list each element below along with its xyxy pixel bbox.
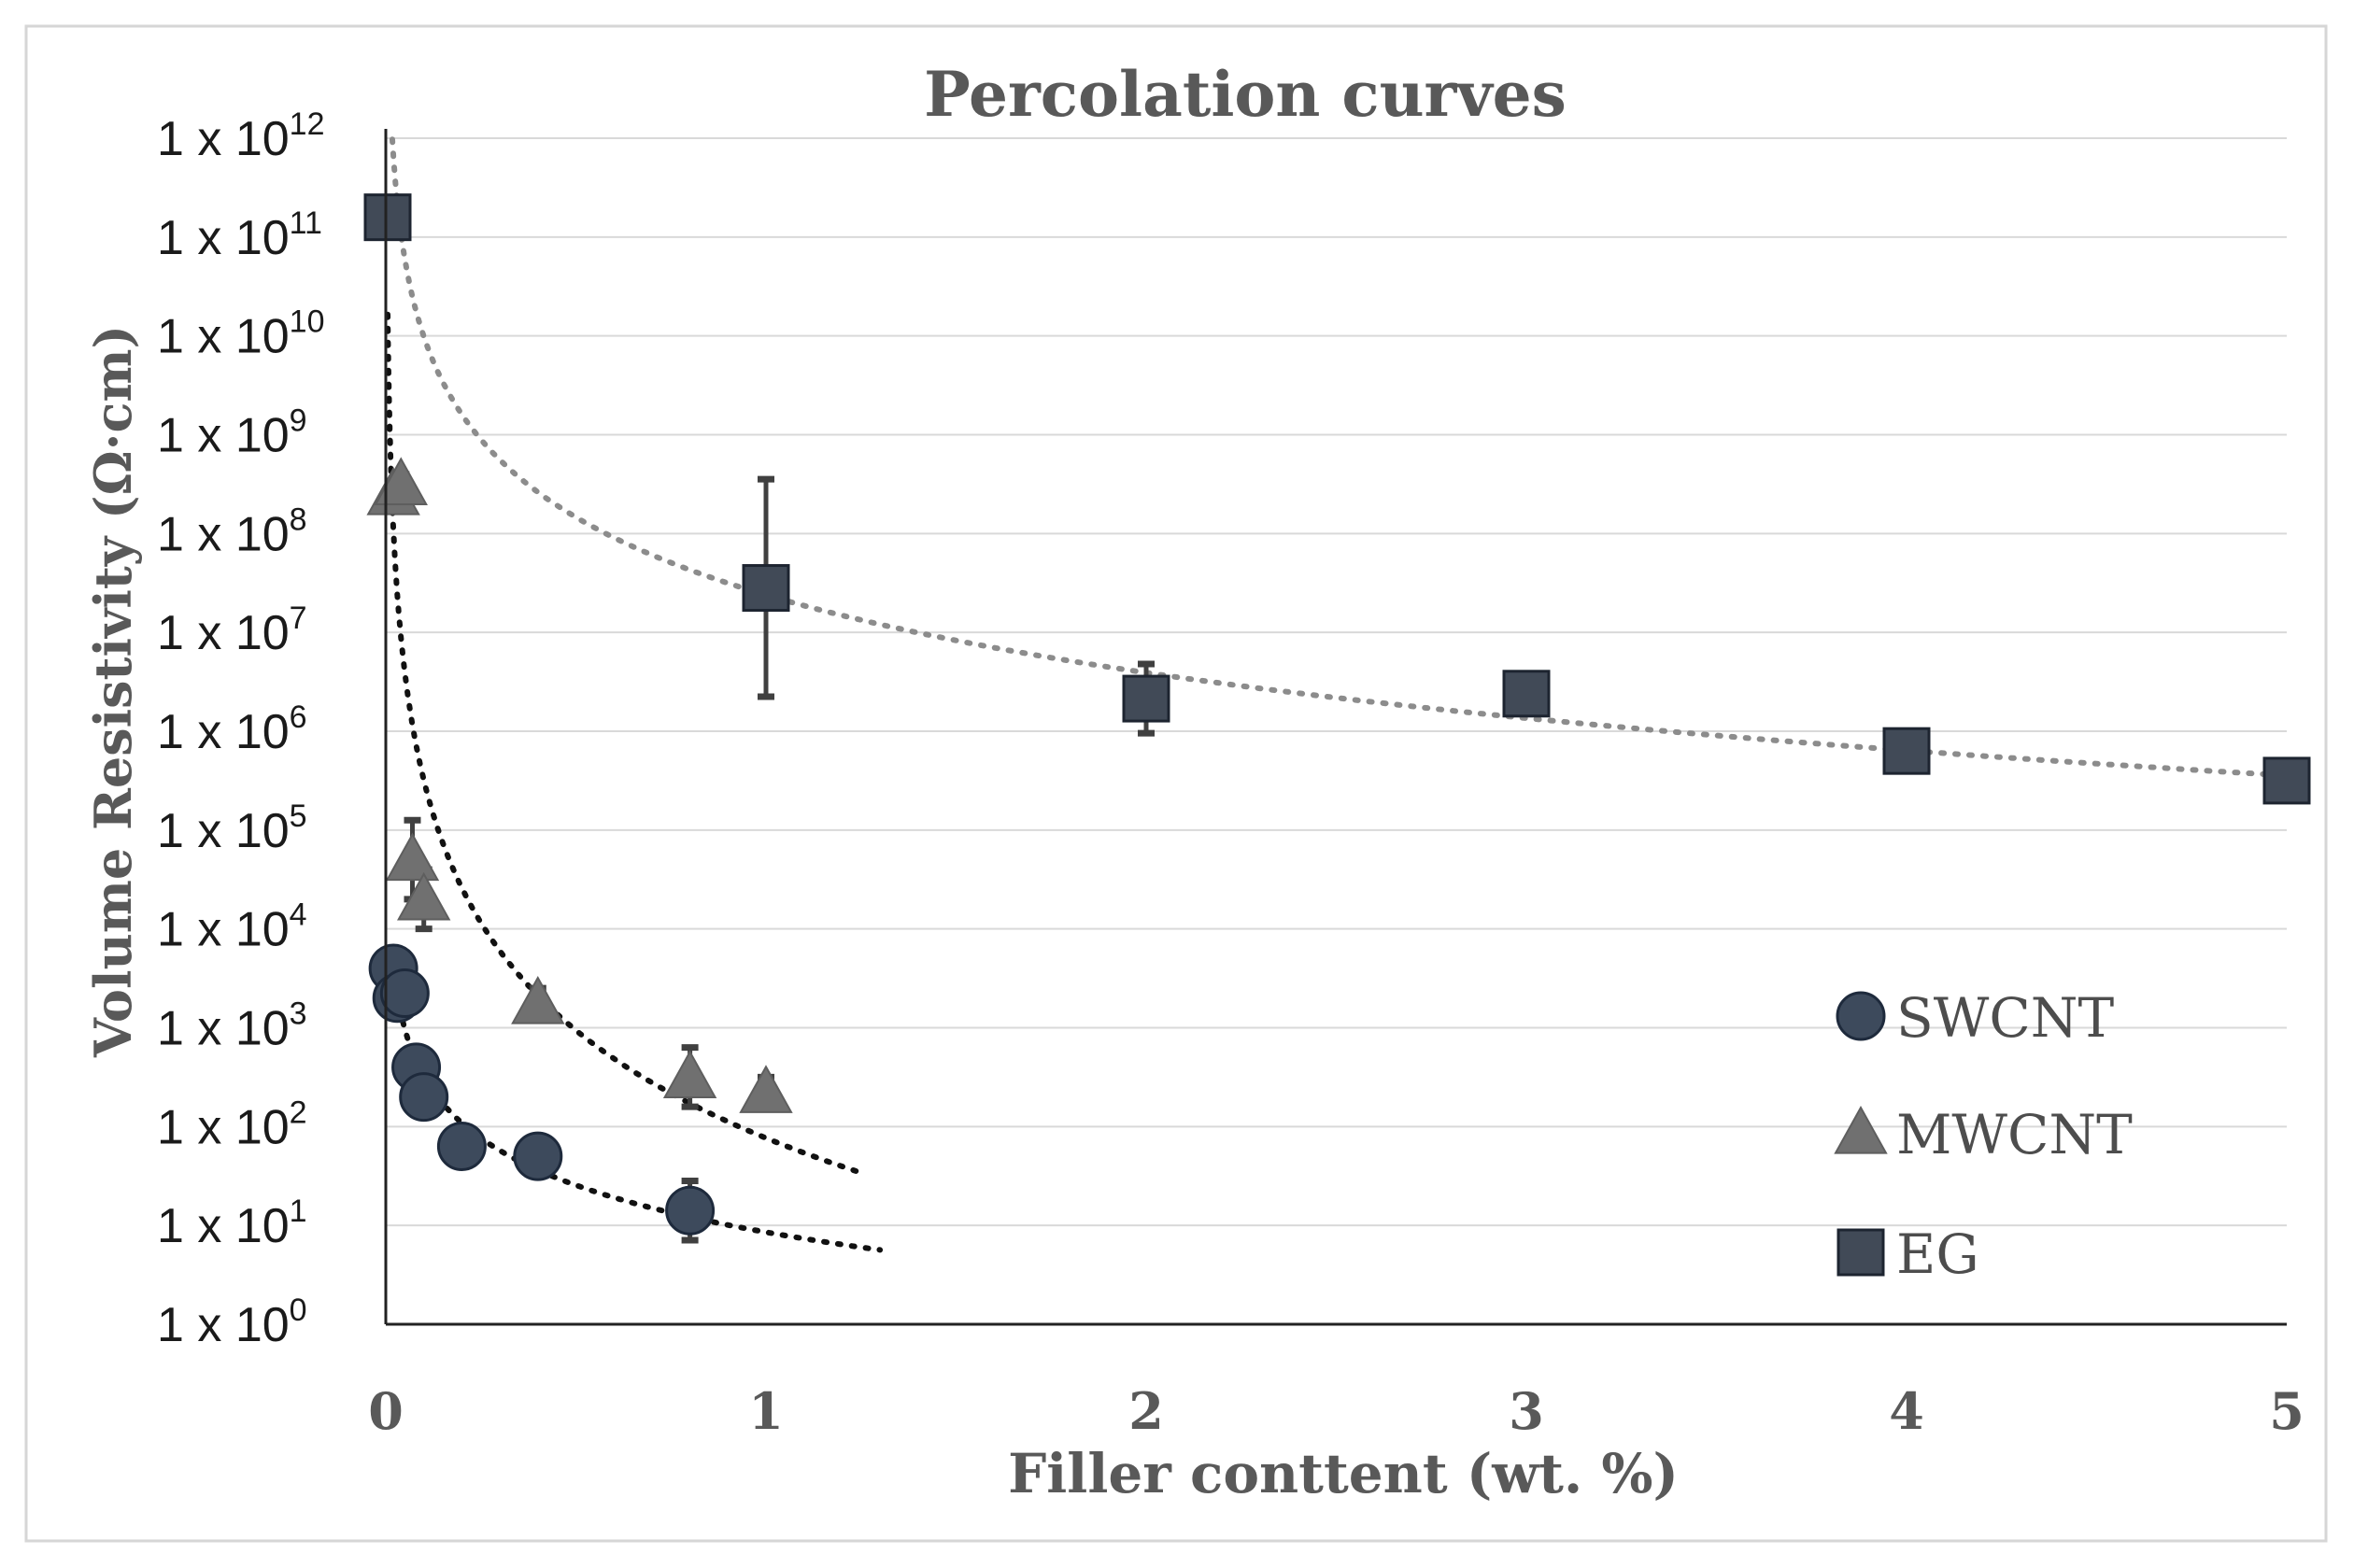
data-point-mwcnt	[385, 832, 440, 882]
data-point-swcnt	[379, 968, 430, 1018]
data-point-mwcnt	[739, 1065, 793, 1113]
y-tick-label: 1 x 1011	[157, 205, 322, 265]
data-point-eg	[1502, 670, 1551, 718]
y-tick-label: 1 x 108	[157, 501, 307, 561]
legend-item-eg: EG	[1836, 1222, 1979, 1286]
axis-layer	[384, 129, 2287, 1326]
legend-label-mwcnt: MWCNT	[1896, 1103, 2133, 1166]
y-axis-label: Volume Resistivity (Ω·cm)	[83, 325, 143, 1058]
data-point-eg	[742, 564, 790, 613]
y-tick-label: 1 x 100	[157, 1293, 307, 1352]
legend-item-swcnt: SWCNT	[1836, 986, 2114, 1050]
data-point-eg	[1122, 674, 1170, 723]
legend-label-eg: EG	[1896, 1222, 1979, 1286]
x-tick-label: 5	[2269, 1381, 2304, 1441]
trendline-layer	[385, 136, 2290, 1253]
y-tick-label: 1 x 1010	[157, 304, 324, 364]
legend-marker-eg	[1836, 1228, 1885, 1277]
x-tick-label: 3	[1509, 1381, 1544, 1441]
chart-frame	[24, 24, 2328, 1543]
x-tick-label: 2	[1128, 1381, 1164, 1441]
data-point-swcnt	[513, 1131, 563, 1181]
y-tick-label: 1 x 104	[157, 897, 307, 957]
legend: SWCNT MWCNT EG	[1834, 986, 2133, 1286]
x-tick-label: 0	[368, 1381, 404, 1441]
data-point-mwcnt	[397, 871, 451, 921]
data-point-swcnt	[399, 1072, 449, 1123]
data-point-mwcnt	[511, 975, 565, 1024]
y-tick-label: 1 x 106	[157, 699, 307, 759]
y-tick-label: 1 x 1012	[157, 106, 324, 166]
data-point-mwcnt	[374, 457, 428, 506]
data-point-swcnt	[665, 1185, 716, 1236]
trendline-mwcnt	[385, 311, 864, 1176]
data-point-layer	[363, 193, 2311, 1236]
x-tick-label: 1	[748, 1381, 784, 1441]
y-tick-label: 1 x 101	[157, 1194, 307, 1253]
legend-item-mwcnt: MWCNT	[1834, 1103, 2133, 1166]
data-point-eg	[1882, 727, 1931, 775]
trendline-swcnt	[390, 964, 884, 1253]
legend-marker-swcnt	[1836, 991, 1886, 1041]
x-tick-labels: 0 1 2 3 4 5	[368, 1381, 2304, 1441]
grid-layer	[386, 137, 2287, 1227]
y-tick-label: 1 x 109	[157, 403, 307, 463]
y-tick-label: 1 x 103	[157, 996, 307, 1056]
legend-marker-mwcnt	[1834, 1105, 1888, 1154]
data-point-mwcnt	[662, 1050, 717, 1099]
x-tick-label: 4	[1889, 1381, 1924, 1441]
y-tick-label: 1 x 102	[157, 1095, 307, 1154]
chart-title: Percolation curves	[924, 58, 1567, 131]
y-tick-labels: 1 x 100 1 x 101 1 x 102 1 x 103 1 x 104 1 x 1…	[157, 106, 324, 1352]
y-tick-label: 1 x 107	[157, 600, 307, 660]
x-axis-label: Filler conttent (wt. %)	[1008, 1442, 1679, 1505]
y-tick-label: 1 x 105	[157, 798, 307, 858]
data-point-swcnt	[436, 1122, 487, 1171]
legend-label-swcnt: SWCNT	[1896, 986, 2114, 1050]
data-point-eg	[363, 193, 412, 242]
data-point-eg	[2262, 756, 2311, 805]
